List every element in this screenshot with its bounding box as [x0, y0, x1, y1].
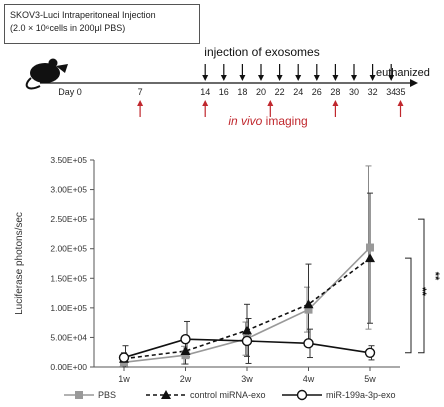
y-tick-label: 3.00E+05	[50, 185, 87, 195]
injection-arrow-head	[295, 75, 302, 81]
injection-label: injection of exosomes	[204, 45, 319, 59]
y-tick-label: 1.50E+05	[50, 273, 87, 283]
x-tick-label: 3w	[241, 374, 253, 384]
significance-label-outer: **	[429, 272, 441, 281]
day-label: 26	[312, 87, 322, 97]
data-point-triangle	[242, 325, 252, 335]
y-tick-label: 3.50E+05	[50, 155, 87, 165]
data-point-open-circle	[180, 334, 191, 345]
legend-marker-square	[75, 391, 83, 399]
imaging-arrow-head	[267, 100, 274, 106]
x-tick-label: 5w	[364, 374, 376, 384]
day-label: 30	[349, 87, 359, 97]
injection-arrow-head	[220, 75, 227, 81]
legend-label: PBS	[98, 390, 116, 400]
mouse-icon	[25, 58, 68, 90]
data-point-open-circle	[364, 347, 376, 359]
legend-item: miR-199a-3p-exo	[282, 389, 396, 401]
day-label: 32	[368, 87, 378, 97]
imaging-arrow-head	[202, 100, 209, 106]
injection-arrow-head	[276, 75, 283, 81]
injection-arrow-head	[313, 75, 320, 81]
mouse-tail	[25, 77, 41, 90]
injection-arrow-head	[332, 75, 339, 81]
x-tick-label: 4w	[303, 374, 315, 384]
imaging-arrow-head	[137, 100, 144, 106]
legend-label: miR-199a-3p-exo	[326, 390, 396, 400]
day-label: 28	[330, 87, 340, 97]
data-point-triangle	[180, 346, 191, 356]
significance-bracket-inner	[405, 257, 412, 354]
injection-arrow-head	[388, 75, 395, 81]
legend-marker-triangle	[161, 390, 171, 399]
euthanized-label: euthanized	[376, 67, 430, 79]
day-label: 14	[200, 87, 210, 97]
y-tick-label: 0.00E+00	[50, 362, 87, 372]
data-point-open-circle	[303, 338, 314, 349]
data-point-triangle	[303, 299, 314, 309]
x-tick-label: 2w	[180, 374, 192, 384]
data-point-square	[304, 305, 313, 314]
legend-item: PBS	[64, 390, 116, 400]
injection-arrow-head	[202, 75, 209, 81]
data-point-triangle	[365, 253, 375, 263]
y-tick-label: 2.00E+05	[50, 244, 87, 254]
day-label: 35	[395, 87, 405, 97]
data-point-square	[181, 351, 190, 360]
x-tick-label: 1w	[118, 374, 130, 384]
data-point-open-circle	[241, 335, 253, 347]
data-point-open-circle	[118, 352, 130, 363]
injection-arrow-head	[239, 75, 246, 81]
mouse-body	[30, 63, 60, 83]
day-label: 24	[293, 87, 303, 97]
legend-marker-open-circle	[296, 389, 308, 401]
imaging-label-rest: imaging	[262, 114, 307, 128]
experiment-timeline: Day 0 7 14 16 18 20 22 24 26 28 30 32 34 35 injection …	[25, 45, 430, 128]
imaging-label: in vivo imaging	[228, 114, 307, 128]
day-label: 16	[219, 87, 229, 97]
experiment-info-box: SKOV3-Luci Intraperitoneal Injection (2.…	[4, 4, 200, 44]
imaging-label-italic: in vivo	[228, 114, 262, 128]
day-label: 34	[386, 87, 396, 97]
injection-arrow-head	[258, 75, 264, 81]
injection-arrow-head	[369, 75, 376, 81]
y-tick-label: 1.00E+05	[50, 303, 87, 313]
experiment-title: SKOV3-Luci Intraperitoneal Injection	[10, 10, 156, 20]
injection-arrow-head	[351, 75, 357, 81]
timeline-axis-arrowhead	[410, 79, 418, 87]
mouse-head	[56, 64, 68, 73]
day-label: 7	[138, 87, 143, 97]
cell-dose-note: (2.0 × 10⁶cells in 200μl PBS)	[10, 23, 126, 33]
mouse-ear	[48, 58, 58, 68]
legend-label: control miRNA-exo	[190, 390, 266, 400]
y-tick-label: 2.50E+05	[50, 214, 87, 224]
day-label: 22	[275, 87, 285, 97]
significance-bracket-outer	[418, 218, 425, 354]
day-label: Day 0	[58, 87, 82, 97]
day-label: 20	[256, 87, 266, 97]
significance-label-inner: **	[416, 287, 428, 296]
imaging-arrow-head	[332, 100, 339, 106]
imaging-arrow-head	[397, 100, 404, 106]
legend-item: control miRNA-exo	[146, 390, 266, 400]
y-axis-label: Luciferase photons/sec	[14, 212, 25, 315]
y-tick-label: 5.00E+04	[50, 332, 87, 342]
day-label: 18	[237, 87, 247, 97]
data-point-square	[366, 243, 374, 252]
